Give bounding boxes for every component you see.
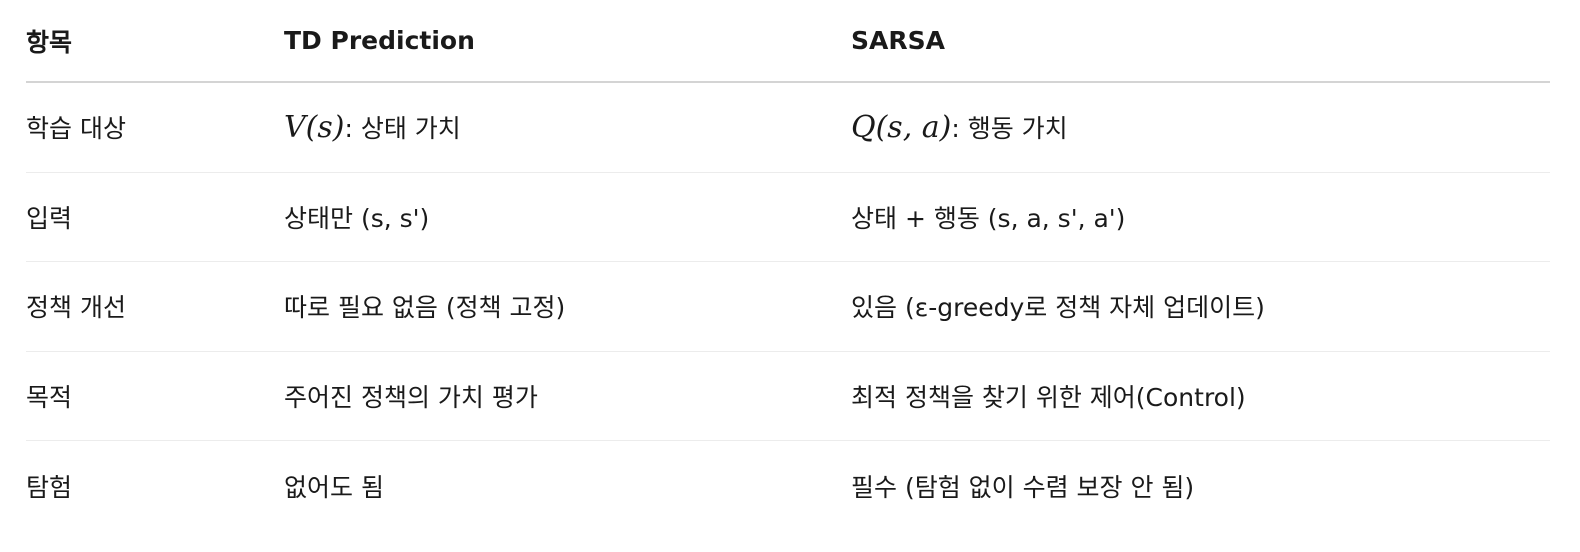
math-q-of-s-a: Q(s, a) — [851, 110, 951, 145]
td-cell: 따로 필요 없음 (정책 고정) — [284, 293, 566, 323]
sarsa-cell: 상태 + 행동 (s, a, s', a') — [851, 203, 1126, 233]
table-row: 정책 개선 따로 필요 없음 (정책 고정) 있음 (ε-greedy로 정책 … — [26, 262, 1550, 352]
sarsa-cell: 필수 (탐험 없이 수렴 보장 안 됨) — [851, 472, 1195, 502]
table-row: 탐험 없어도 됨 필수 (탐험 없이 수렴 보장 안 됨) — [26, 441, 1550, 531]
table-header-row: 항목 TD Prediction SARSA — [26, 0, 1550, 83]
cell-text: : 상태 가치 — [344, 114, 461, 144]
cell-text: : 행동 가치 — [951, 114, 1068, 144]
math-expression: V(s) — [284, 110, 345, 146]
sarsa-cell: 있음 (ε-greedy로 정책 자체 업데이트) — [851, 293, 1265, 323]
header-cell-td-prediction: TD Prediction — [284, 26, 475, 55]
row-label: 정책 개선 — [26, 293, 126, 323]
header-cell-item: 항목 — [26, 27, 73, 57]
td-cell: 없어도 됨 — [284, 472, 384, 502]
row-label: 목적 — [26, 382, 73, 412]
table-row: 입력 상태만 (s, s') 상태 + 행동 (s, a, s', a') — [26, 173, 1550, 262]
table-row: 학습 대상 V(s): 상태 가치 Q(s, a): 행동 가치 — [26, 83, 1550, 173]
sarsa-cell: 최적 정책을 찾기 위한 제어(Control) — [851, 382, 1246, 412]
td-cell: V(s): 상태 가치 — [284, 109, 851, 145]
row-label: 입력 — [26, 203, 73, 233]
header-cell-sarsa: SARSA — [851, 26, 945, 55]
td-cell: 주어진 정책의 가치 평가 — [284, 382, 538, 412]
sarsa-cell: Q(s, a): 행동 가치 — [851, 109, 1550, 145]
table-row: 목적 주어진 정책의 가치 평가 최적 정책을 찾기 위한 제어(Control… — [26, 352, 1550, 441]
math-v-of-s: V(s) — [284, 110, 344, 145]
math-expression: Q(s, a) — [851, 110, 952, 146]
td-cell: 상태만 (s, s') — [284, 203, 430, 233]
row-label: 탐험 — [26, 472, 73, 502]
comparison-table: 항목 TD Prediction SARSA 학습 대상 V(s): 상태 가치… — [26, 0, 1550, 531]
row-label: 학습 대상 — [26, 114, 126, 144]
